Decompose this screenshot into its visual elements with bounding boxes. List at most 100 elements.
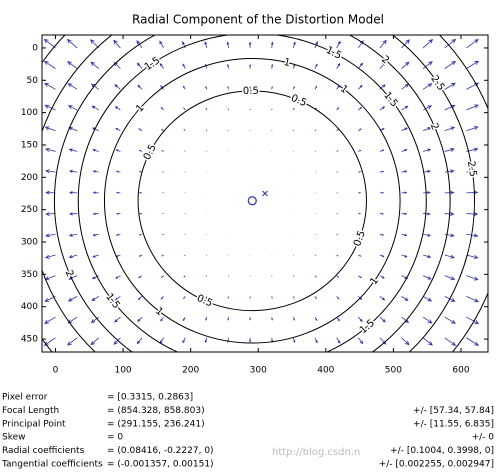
distortion-arrow [205, 316, 208, 321]
y-tick-label: 350 [21, 270, 38, 280]
distortion-arrow [114, 106, 121, 111]
distortion-arrow [401, 39, 410, 49]
distortion-arrow [293, 85, 295, 90]
distortion-arrow [90, 39, 100, 49]
parameter-label: Focal Length [2, 406, 59, 416]
distortion-arrow [379, 296, 386, 301]
distortion-arrow [314, 275, 317, 278]
distortion-arrow [115, 149, 121, 152]
distortion-arrow [67, 105, 78, 111]
distortion-arrow [358, 149, 362, 152]
parameter-value: = (0.08416, -0.2227, 0) [107, 446, 214, 456]
distortion-arrow [314, 129, 317, 132]
distortion-arrow [67, 83, 78, 90]
distortion-arrow [336, 107, 340, 111]
distortion-arrow [69, 212, 78, 216]
distortion-arrow [292, 337, 296, 344]
distortion-arrow [138, 275, 143, 279]
distortion-arrow [160, 296, 164, 300]
distortion-arrow [444, 254, 455, 259]
distortion-arrow [358, 213, 362, 215]
distortion-arrow [160, 275, 164, 278]
y-tick-label: 150 [21, 140, 38, 150]
contour-label: 1 [283, 57, 292, 69]
distortion-arrow [271, 316, 273, 321]
distortion-arrow [379, 84, 386, 90]
distortion-arrow [336, 254, 339, 257]
distortion-arrow [159, 62, 164, 69]
contour-line [42, 35, 475, 352]
distortion-arrow [314, 316, 318, 322]
parameter-label: Tangential coefficients [1, 460, 103, 470]
distortion-arrow [183, 275, 186, 278]
distortion-arrow [205, 107, 208, 111]
distortion-arrow [314, 254, 317, 256]
distortion-arrow [357, 337, 364, 345]
parameter-error: +/- [0.002255, 0.002947] [379, 460, 494, 470]
distortion-arrow [379, 316, 386, 323]
distortion-arrow [444, 337, 457, 346]
principal-point [247, 196, 257, 206]
distortion-arrow [466, 295, 479, 303]
watermark: http://blog.csdn.n [272, 447, 360, 458]
distortion-arrow [422, 105, 432, 111]
distortion-arrow [205, 275, 208, 277]
distortion-arrow [138, 213, 143, 215]
distortion-arrow [90, 83, 99, 90]
distortion-arrow [422, 296, 433, 302]
distortion-arrow [357, 62, 364, 69]
y-tick-label: 50 [27, 76, 39, 86]
distortion-arrow [379, 212, 385, 215]
distortion-arrow [293, 275, 295, 277]
distortion-arrow [422, 316, 433, 324]
contour-line [137, 90, 367, 312]
distortion-arrow [314, 63, 318, 69]
distortion-arrow [161, 150, 164, 152]
distortion-arrow [248, 41, 252, 48]
distortion-arrow [136, 62, 143, 69]
distortion-arrow [357, 106, 363, 111]
distortion-arrow [205, 85, 208, 90]
x-tick-label: 0 [53, 366, 59, 376]
distortion-arrow [204, 41, 208, 49]
distortion-arrow [249, 296, 251, 299]
distortion-arrow [115, 191, 121, 194]
parameter-list: Pixel error = [0.3315, 0.2863] Focal Lengt… [1, 393, 494, 470]
distortion-arrow [182, 337, 186, 344]
distortion-arrow [379, 191, 385, 194]
distortion-arrow [138, 192, 143, 194]
plot-area: 0.50.50.50.50.5 111111.51.51.51.51.52222.… [42, 35, 488, 352]
distortion-arrow [182, 40, 186, 49]
distortion-arrow [293, 107, 295, 111]
distortion-arrow [379, 39, 387, 49]
distortion-arrow [68, 254, 78, 259]
distortion-arrow [92, 191, 99, 194]
distortion-arrow [379, 275, 385, 279]
distortion-arrow [270, 41, 274, 48]
distortion-arrow [444, 126, 456, 132]
distortion-arrow [466, 126, 479, 132]
distortion-arrow [227, 296, 229, 299]
distortion-arrow [401, 105, 409, 111]
distortion-arrow [444, 275, 456, 281]
distortion-arrow [444, 104, 456, 111]
distortion-arrow [466, 211, 479, 217]
distortion-arrow [161, 128, 164, 132]
distortion-arrow [314, 85, 318, 90]
axes-box [41, 34, 489, 353]
distortion-arrow [293, 316, 295, 321]
distortion-arrow [249, 317, 251, 321]
distortion-arrow [91, 127, 99, 132]
distortion-arrow [379, 254, 385, 258]
distortion-arrow [227, 316, 229, 321]
distortion-arrow [401, 316, 410, 323]
distortion-arrow [44, 126, 56, 132]
distortion-arrow [184, 254, 186, 256]
distortion-arrow [314, 150, 316, 152]
distortion-arrow [92, 212, 99, 216]
axes: 0 100 200 300 400 500 600 0 50 100 150 200 250 300 350… [21, 35, 488, 376]
y-tick-label: 100 [21, 108, 38, 118]
distortion-arrow [204, 337, 208, 344]
distortion-arrow [358, 128, 362, 132]
